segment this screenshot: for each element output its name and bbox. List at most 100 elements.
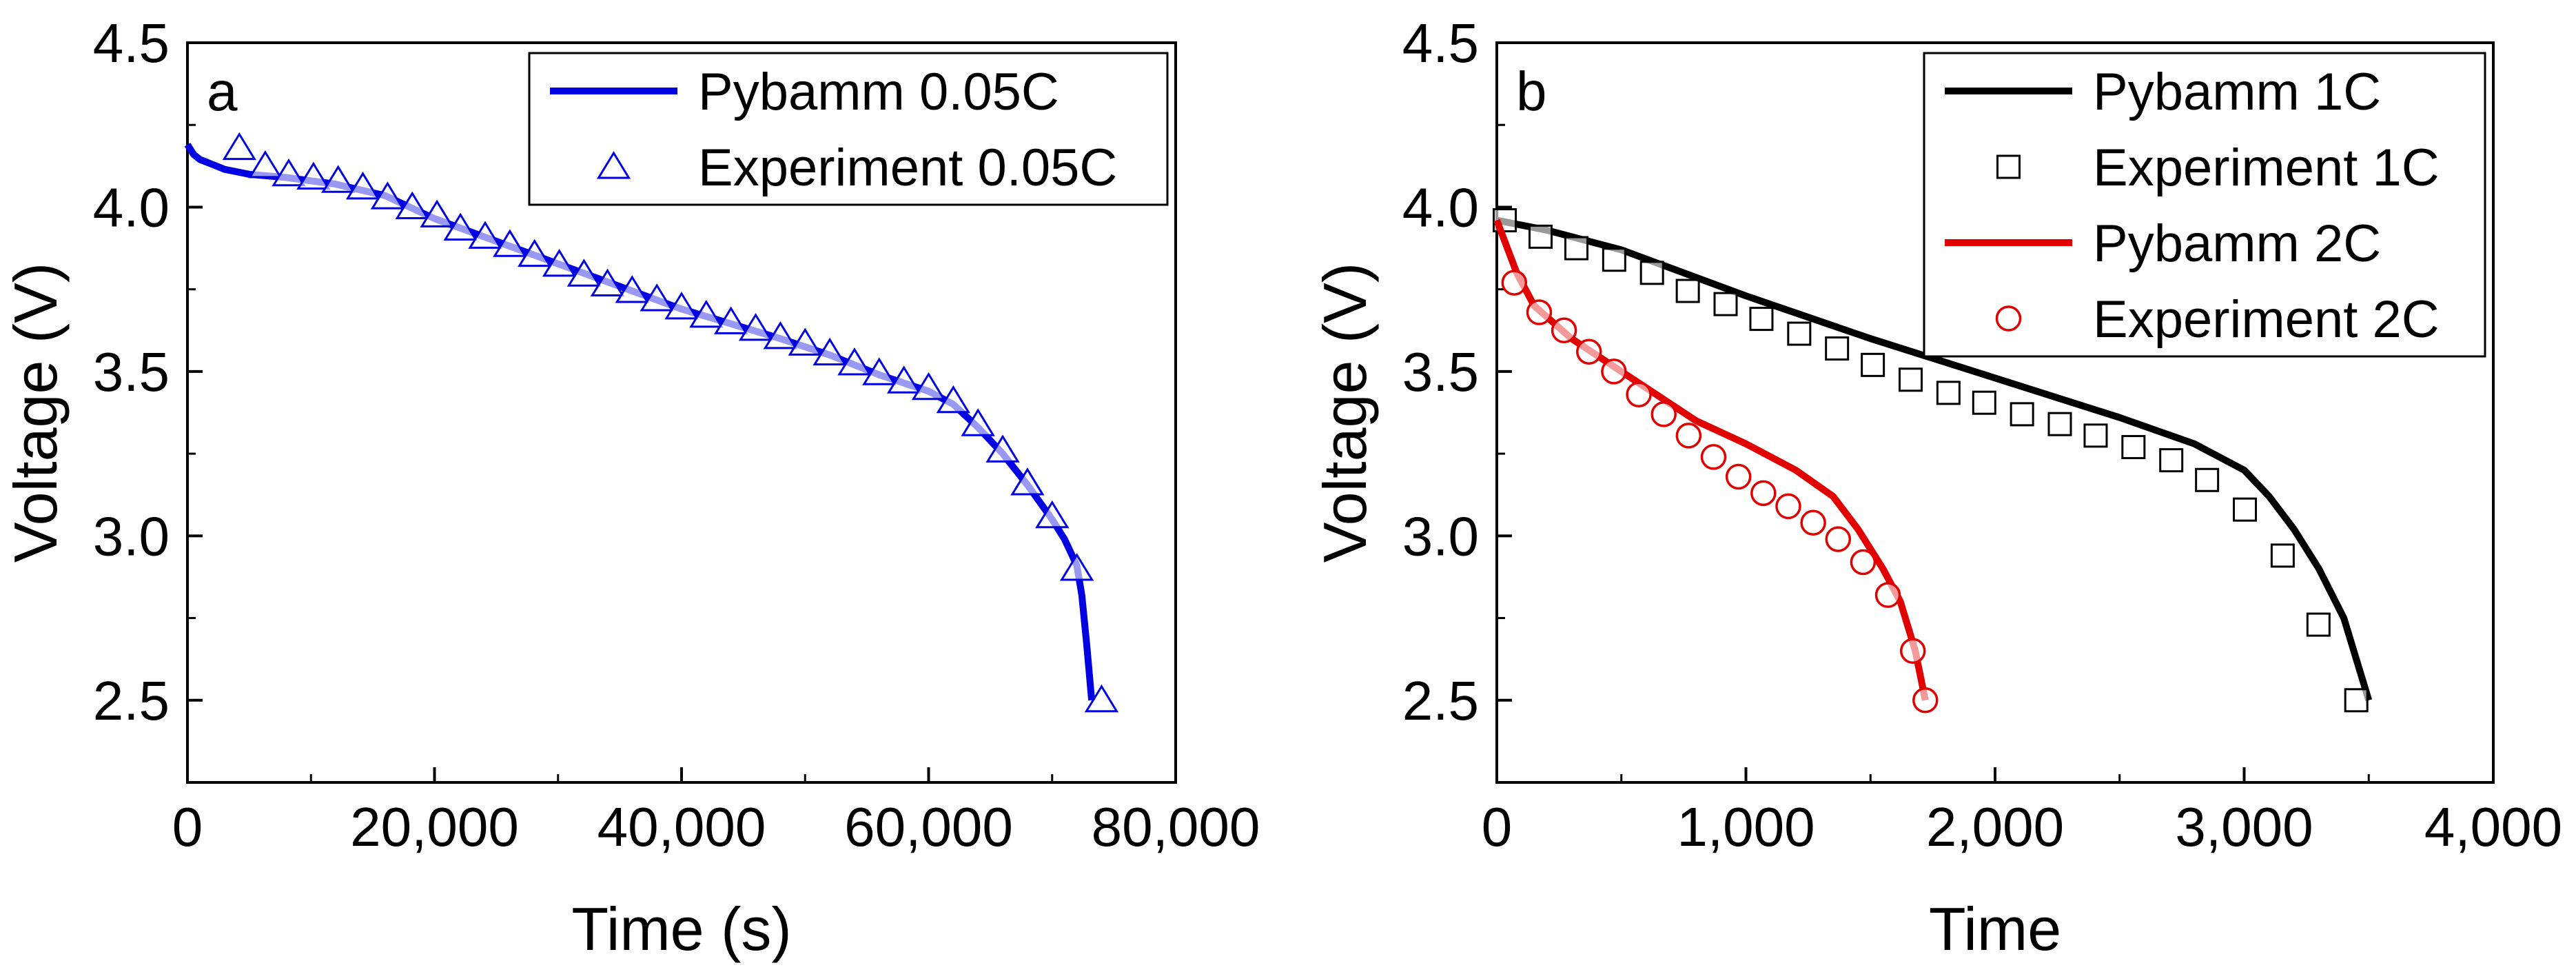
data-point	[2047, 412, 2072, 436]
data-point	[272, 158, 306, 187]
x-tick-label: 80,000	[1092, 796, 1260, 858]
data-point	[296, 161, 331, 190]
data-point	[812, 337, 847, 366]
legend: Pybamm 1C Experiment 1C Pybamm 2C Experimen…	[1923, 52, 2486, 358]
data-point	[738, 313, 773, 341]
data-point	[1601, 358, 1627, 385]
data-point	[2010, 402, 2034, 427]
legend-label: Experiment 1C	[2093, 139, 2440, 197]
x-tick-label: 3,000	[2175, 796, 2313, 858]
legend-box	[1923, 52, 2486, 358]
x-tick-label: 2,000	[1926, 796, 2064, 858]
x-tick-label: 60,000	[844, 796, 1013, 858]
legend-marker-swatch	[596, 151, 631, 179]
y-tick-label: 3.5	[93, 341, 170, 403]
data-point	[788, 327, 822, 356]
data-point	[1529, 224, 1553, 249]
series-line	[184, 143, 1096, 701]
data-point	[493, 229, 527, 257]
panel-b: 0 1,000 2,000 3,000 4,000 2.5 3.0 3.5 4.0 4.5 Time…	[1311, 12, 2562, 963]
data-point	[1551, 317, 1577, 344]
data-point	[1861, 352, 1885, 377]
y-tick-label: 3.0	[1402, 505, 1479, 567]
data-point	[1639, 261, 1664, 285]
data-point	[1787, 321, 1812, 346]
data-point	[2306, 612, 2331, 637]
data-point	[2195, 467, 2220, 492]
data-point	[1650, 401, 1677, 427]
x-tick-label: 20,000	[350, 796, 519, 858]
data-point	[862, 357, 897, 385]
legend-label: Pybamm 2C	[2093, 214, 2381, 273]
data-point	[1899, 638, 1926, 664]
data-point	[1576, 338, 1602, 365]
data-point	[1626, 381, 1652, 408]
data-point	[961, 408, 995, 436]
data-point	[886, 365, 921, 394]
data-point	[1084, 684, 1119, 713]
legend-marker-swatch	[1996, 154, 2021, 179]
data-point	[2344, 688, 2369, 713]
data-point	[1675, 279, 1700, 303]
x-tick-label: 1,000	[1677, 796, 1815, 858]
panel-a: 0 20,000 40,000 60,000 80,000 2.5 3.0 3.5 4.0 4.5…	[1, 12, 1260, 963]
legend-item: Experiment 2C	[1995, 290, 2440, 349]
panel-label: a	[207, 61, 238, 122]
data-point	[1874, 582, 1901, 608]
data-point	[420, 199, 454, 227]
series-experiment-2c	[1501, 270, 1939, 713]
legend-marker-swatch	[1995, 305, 2022, 332]
data-point	[1725, 463, 1752, 490]
data-point	[518, 239, 552, 267]
data-point	[640, 283, 674, 312]
data-point	[1713, 292, 1738, 316]
data-point	[1775, 493, 1801, 520]
y-tick-label: 2.5	[93, 670, 170, 731]
data-point	[1602, 247, 1626, 272]
series-experiment-0-05c	[222, 132, 1119, 713]
x-tick-label: 40,000	[597, 796, 766, 858]
legend-item: Pybamm 0.05C	[550, 63, 1059, 121]
y-tick-label: 4.0	[93, 176, 170, 238]
data-point	[321, 165, 356, 193]
data-point	[2270, 543, 2295, 568]
data-point	[542, 249, 577, 277]
data-point	[1675, 423, 1702, 449]
y-tick-label: 3.5	[1402, 341, 1479, 403]
x-tick-label: 4,000	[2424, 796, 2562, 858]
data-point	[1749, 307, 1774, 332]
data-point	[1972, 390, 1996, 415]
data-point	[985, 434, 1020, 463]
data-point	[1912, 687, 1939, 713]
y-axis-title: Voltage (V)	[1311, 263, 1379, 563]
data-point	[395, 191, 429, 219]
y-tick-label: 3.0	[93, 505, 170, 567]
data-point	[1010, 467, 1045, 496]
data-point	[370, 181, 405, 210]
data-point	[222, 132, 256, 161]
data-point	[837, 347, 872, 376]
data-point	[936, 385, 971, 414]
data-point	[1700, 444, 1727, 470]
x-tick-label: 0	[172, 796, 203, 858]
y-tick-label: 4.0	[1402, 176, 1479, 238]
data-point	[248, 150, 283, 179]
series-pybamm-0-05c	[184, 143, 1096, 701]
data-point	[1800, 509, 1826, 536]
data-point	[911, 372, 946, 401]
x-tick-label: 0	[1482, 796, 1513, 858]
legend-label: Experiment 0.05C	[698, 139, 1117, 197]
legend-item: Experiment 0.05C	[596, 139, 1117, 197]
y-tick-label: 2.5	[1402, 670, 1479, 731]
data-point	[664, 292, 699, 320]
data-point	[1501, 270, 1528, 296]
data-point	[2083, 423, 2108, 448]
y-tick-label: 4.5	[93, 12, 170, 74]
x-axis-title: Time	[1929, 895, 2061, 963]
data-point	[566, 259, 602, 287]
legend-item: Pybamm 2C	[1945, 214, 2381, 273]
data-point	[1564, 236, 1588, 261]
legend-item: Pybamm 1C	[1945, 63, 2381, 121]
legend-item: Experiment 1C	[1996, 139, 2440, 197]
data-point	[1850, 549, 1877, 576]
